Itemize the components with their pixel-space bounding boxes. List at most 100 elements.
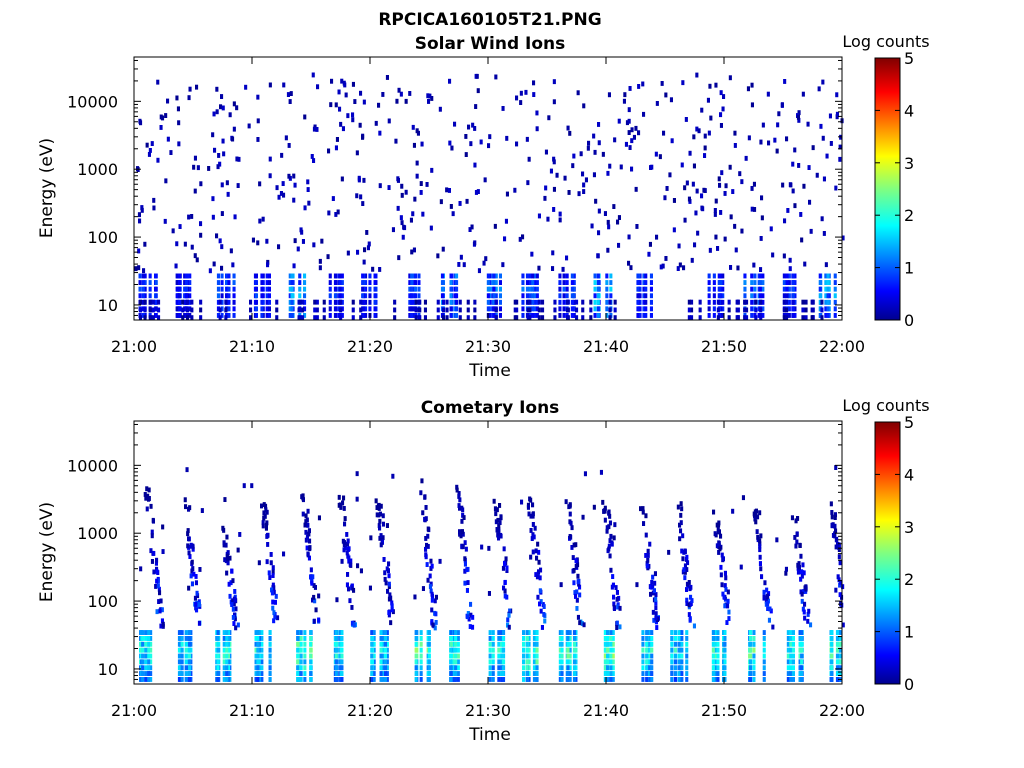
data-cell-123 [334, 102, 338, 108]
data-cell-1748 [758, 554, 762, 560]
data-cell-1597 [716, 636, 720, 641]
data-cell-1255 [750, 299, 754, 305]
data-cell-1949 [834, 528, 838, 534]
data-cell-80 [159, 623, 163, 629]
data-cell-1102 [570, 293, 574, 299]
data-cell-1430 [639, 506, 643, 512]
data-cell-247 [782, 253, 786, 259]
data-cell-1009 [492, 306, 496, 312]
data-cell-345 [740, 179, 744, 185]
data-cell-502 [808, 199, 812, 205]
data-cell-692 [382, 557, 386, 562]
data-cell-201 [195, 607, 199, 613]
data-cell-1185 [636, 299, 640, 305]
data-cell-916 [471, 614, 475, 620]
data-cell-1845 [802, 589, 806, 594]
data-cell-100 [144, 495, 148, 501]
data-cell-114 [177, 665, 181, 671]
data-cell-294 [231, 578, 235, 584]
data-cell-1199 [712, 299, 716, 305]
data-cell-539 [449, 204, 453, 209]
data-cell-1482 [339, 307, 343, 313]
data-cell-379 [359, 90, 363, 96]
data-cell-1112 [605, 273, 609, 279]
data-cell-709 [232, 299, 236, 305]
data-cell-1247 [609, 665, 613, 671]
data-cell-1015 [508, 608, 512, 614]
data-cell-881 [454, 659, 458, 665]
data-cell-507 [363, 247, 367, 253]
data-cell-491 [334, 212, 338, 217]
data-cell-1109 [605, 293, 609, 299]
data-cell-460 [722, 94, 726, 99]
data-cell-796 [433, 625, 437, 631]
data-cell-389 [264, 522, 268, 528]
data-cell-1802 [791, 641, 795, 647]
data-cell-1063 [531, 273, 535, 279]
data-cell-477 [315, 127, 319, 132]
data-cell-100 [821, 135, 825, 141]
data-cell-289 [670, 138, 674, 144]
data-cell-774 [427, 630, 431, 635]
data-cell-1793 [798, 641, 802, 647]
data-cell-407 [785, 136, 789, 142]
data-cell-1583 [711, 665, 715, 671]
data-cell-1980 [379, 542, 383, 548]
data-cell-858 [364, 286, 368, 292]
data-cell-461 [663, 195, 667, 201]
data-cell-446 [265, 238, 269, 244]
data-cell-193 [720, 170, 724, 176]
data-cell-294 [601, 151, 605, 157]
data-cell-1311 [611, 574, 615, 579]
data-cell-1704 [749, 665, 753, 671]
data-cell-1647 [717, 529, 721, 535]
data-cell-23 [149, 647, 153, 653]
data-cell-1791 [798, 653, 802, 659]
data-cell-1292 [606, 665, 610, 671]
data-cell-542 [817, 86, 821, 92]
data-cell-714 [383, 570, 387, 576]
cometary-xlabel: Time [468, 725, 511, 745]
data-cell-707 [377, 506, 381, 511]
data-cell-1408 [351, 299, 355, 305]
data-cell-1566 [494, 307, 498, 313]
data-cell-92 [487, 143, 491, 149]
data-cell-163 [188, 641, 192, 647]
data-cell-726 [216, 280, 220, 285]
data-cell-1159 [644, 286, 648, 292]
data-cell-1560 [199, 307, 203, 313]
data-cell-1240 [611, 653, 615, 659]
data-cell-475 [318, 265, 322, 271]
data-cell-160 [188, 659, 192, 665]
data-cell-1257 [750, 286, 754, 292]
data-cell-997 [496, 532, 500, 538]
data-cell-1283 [787, 299, 791, 305]
data-cell-253 [225, 665, 229, 671]
data-cell-1142 [596, 306, 600, 312]
data-cell-1551 [181, 307, 185, 313]
data-cell-116 [177, 653, 181, 659]
data-cell-1314 [785, 280, 789, 285]
data-cell-1186 [572, 630, 576, 635]
data-cell-369 [543, 195, 547, 201]
data-cell-342 [781, 182, 785, 188]
data-cell-978 [500, 641, 504, 647]
data-cell-268 [216, 630, 220, 635]
data-cell-320 [177, 141, 181, 147]
data-cell-461 [296, 653, 300, 659]
data-cell-1488 [298, 307, 302, 313]
solar-wind-title: Solar Wind Ions [415, 34, 566, 54]
data-cell-1465 [680, 647, 684, 653]
y-tick-label: 10 [98, 296, 118, 315]
data-cell-1773 [789, 653, 793, 659]
data-cell-1593 [716, 659, 720, 665]
data-cell-1125 [530, 536, 534, 541]
data-cell-1418 [646, 548, 650, 554]
data-cell-505 [226, 191, 230, 197]
data-cell-1414 [541, 299, 545, 305]
data-cell-156 [628, 86, 632, 91]
data-cell-1461 [680, 671, 684, 676]
data-cell-1153 [642, 280, 646, 285]
data-cell-36 [353, 99, 357, 104]
data-cell-13 [293, 182, 297, 188]
